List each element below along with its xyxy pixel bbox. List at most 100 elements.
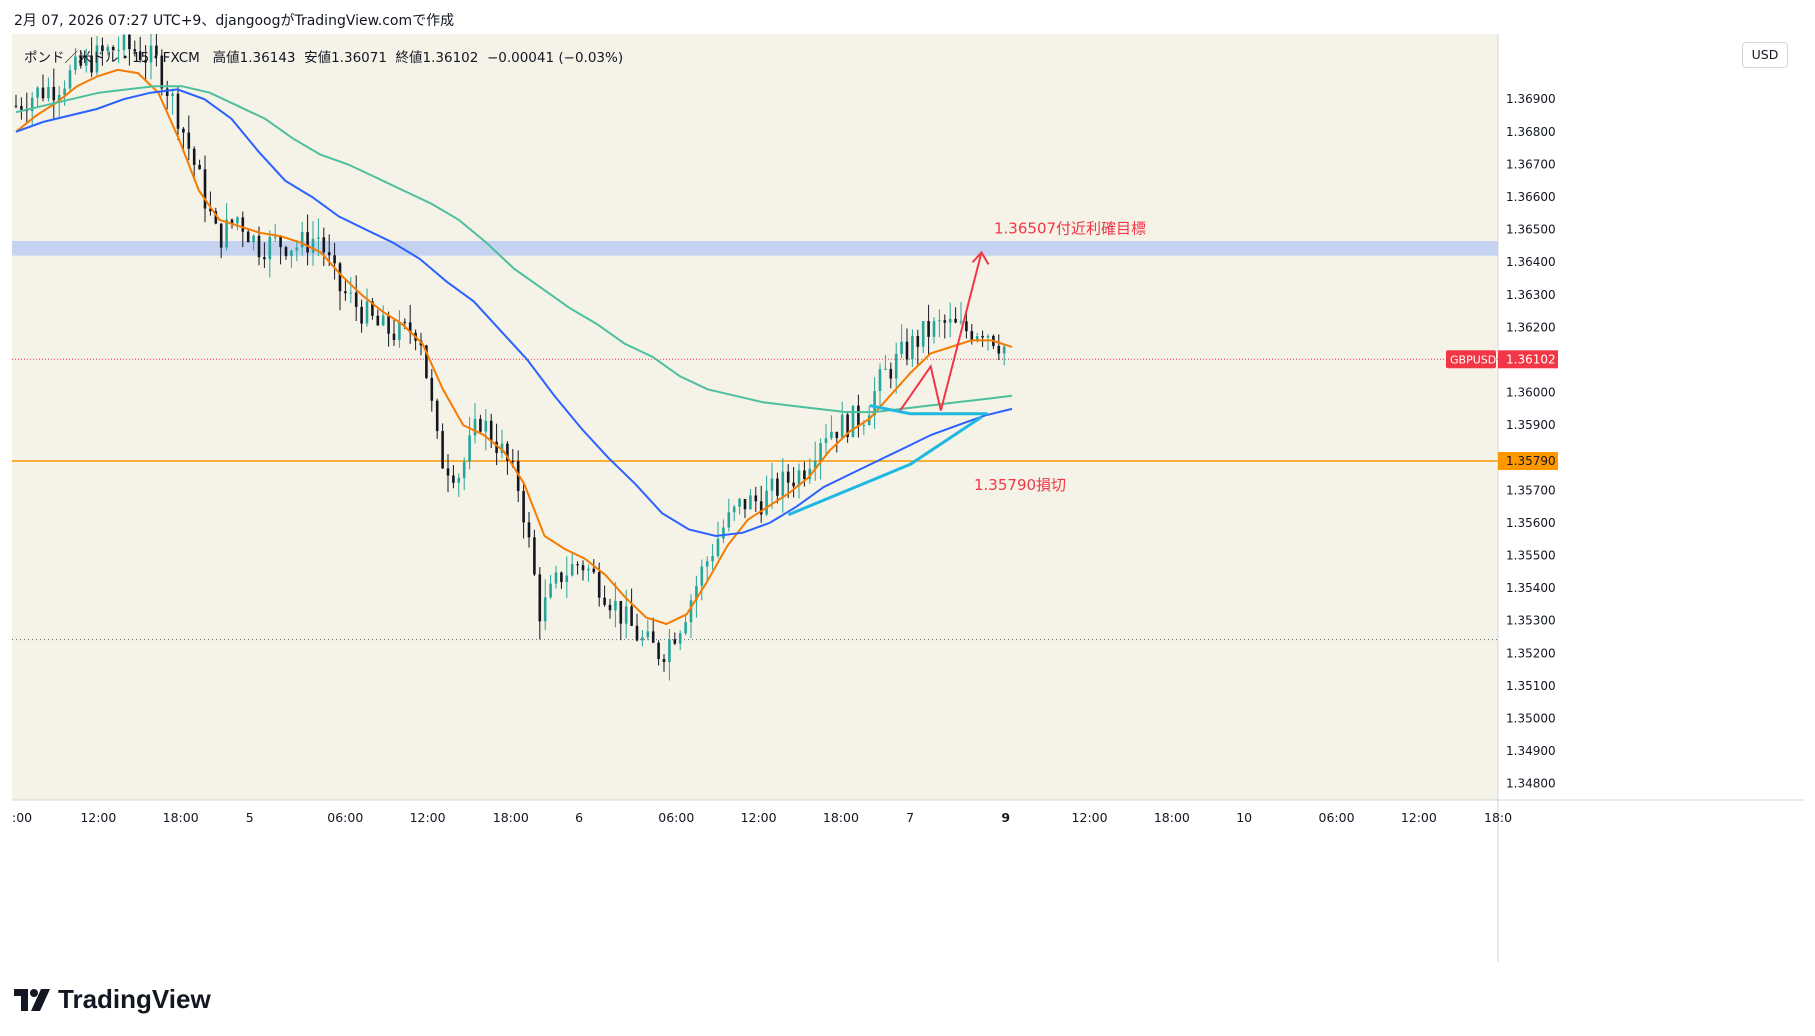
- time-scale-background: [12, 800, 1804, 962]
- take-profit-label: 1.36507付近利確目標: [994, 219, 1146, 237]
- candle-body: [111, 46, 115, 51]
- candle-body: [781, 471, 785, 496]
- candle-body: [738, 498, 741, 507]
- candle-body: [263, 257, 266, 260]
- candle-body: [138, 51, 142, 61]
- candle-body: [360, 306, 363, 324]
- x-tick-label: 12:00: [741, 810, 777, 825]
- candle-body: [727, 512, 731, 528]
- candle-body: [846, 414, 849, 437]
- candle-body: [203, 169, 207, 209]
- candle-body: [792, 482, 795, 487]
- x-tick-label: 18:00: [1154, 810, 1190, 825]
- candle-body: [457, 477, 461, 483]
- candle-body: [975, 336, 979, 340]
- candle-body: [673, 639, 677, 644]
- candle-body: [430, 377, 434, 401]
- candle-body: [52, 86, 56, 101]
- candle-body: [894, 353, 898, 379]
- candle-body: [668, 639, 671, 663]
- candle-body: [819, 443, 822, 461]
- candle-body: [711, 556, 714, 562]
- y-tick-label: 1.35700: [1506, 483, 1556, 497]
- candle-body: [862, 425, 866, 427]
- candle-body: [95, 45, 99, 73]
- current-price-badge: [1498, 350, 1558, 369]
- candle-body: [630, 606, 633, 626]
- candle-body: [803, 470, 806, 480]
- candle-body: [657, 642, 660, 660]
- candle-body: [63, 88, 66, 95]
- y-tick-label: 1.35000: [1506, 712, 1556, 726]
- candle-body: [770, 478, 774, 491]
- plot-background: [12, 34, 1498, 800]
- chart-area[interactable]: 1.36507付近利確目標 1.35790損切 1.36900 1.36800 1.36…: [12, 34, 1804, 962]
- price-chart[interactable]: 1.36507付近利確目標 1.35790損切 1.36900 1.36800 1.36…: [12, 34, 1804, 962]
- candle-body: [522, 490, 525, 523]
- symbol-badge-text: GBPUSD: [1450, 353, 1496, 366]
- candle-body: [187, 132, 191, 149]
- low-label: 安値: [304, 50, 332, 66]
- candle-body: [608, 604, 612, 611]
- candle-body: [408, 322, 412, 333]
- candle-body: [90, 55, 93, 73]
- candle-body: [543, 597, 547, 622]
- candle-body: [473, 418, 477, 436]
- candle-body: [592, 568, 596, 573]
- stop-price-badge: [1498, 452, 1558, 471]
- y-tick-label: 1.36700: [1506, 157, 1556, 171]
- candle-body: [252, 235, 255, 243]
- candle-body: [462, 461, 466, 478]
- candle-body: [322, 237, 326, 253]
- candle-body: [786, 471, 790, 483]
- candle-body: [948, 318, 952, 323]
- candle-body: [700, 566, 704, 586]
- candle-body: [479, 418, 482, 432]
- take-profit-zone: [12, 240, 1498, 256]
- candle-body: [381, 315, 385, 326]
- candle-body: [468, 435, 471, 462]
- candle-body: [943, 320, 947, 323]
- candle-body: [149, 45, 153, 63]
- candle-body: [911, 335, 914, 360]
- candle-body: [576, 564, 579, 566]
- candle-body: [122, 34, 126, 50]
- change-value: −0.00041 (−0.03%): [486, 50, 624, 66]
- price-scale-background: [1498, 34, 1804, 800]
- candle-body: [452, 475, 455, 483]
- candle-body: [959, 321, 963, 323]
- candle-body: [851, 405, 855, 437]
- candle-body: [198, 164, 201, 170]
- candle-body: [689, 600, 693, 623]
- candle-body: [327, 252, 331, 256]
- candle-body: [651, 631, 655, 643]
- candle-body: [916, 335, 920, 347]
- x-tick-label: 12:00: [1072, 810, 1108, 825]
- candle-body: [603, 597, 606, 605]
- candle-body: [144, 60, 147, 63]
- tradingview-logo[interactable]: TradingView: [14, 984, 211, 1015]
- candle-body: [722, 527, 725, 539]
- candle-body: [900, 341, 903, 354]
- y-tick-label: 1.36600: [1506, 190, 1556, 204]
- candle-body: [14, 105, 18, 107]
- x-tick-label: 5: [246, 810, 254, 825]
- candle-body: [997, 345, 1001, 354]
- candle-body: [338, 263, 342, 292]
- candle-body: [489, 420, 493, 442]
- currency-button[interactable]: USD: [1742, 42, 1788, 68]
- candle-body: [695, 585, 698, 601]
- symbol-label[interactable]: ポンド／米ドル・15・FXCM: [24, 50, 200, 66]
- tradingview-logo-icon: [14, 988, 50, 1011]
- x-tick-label: 6: [575, 810, 583, 825]
- y-tick-label: 1.35600: [1506, 516, 1556, 530]
- candle-body: [808, 468, 812, 480]
- candle-body: [905, 341, 909, 360]
- candle-body: [106, 46, 110, 52]
- candle-body: [376, 315, 380, 326]
- symbol-badge: [1446, 350, 1496, 369]
- candle-body: [938, 320, 941, 322]
- x-tick-label: 7: [906, 810, 914, 825]
- candle-body: [317, 237, 320, 239]
- candle-body: [36, 87, 39, 98]
